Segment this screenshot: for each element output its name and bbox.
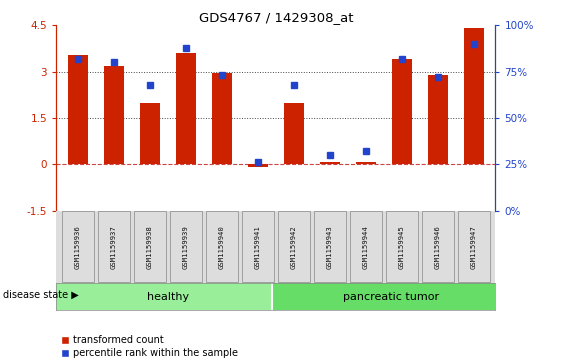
- Bar: [62, 211, 94, 282]
- Bar: [140, 102, 160, 164]
- Bar: [169, 211, 202, 282]
- Bar: [428, 75, 448, 164]
- Bar: [320, 162, 339, 164]
- Text: GSM1159944: GSM1159944: [363, 225, 369, 269]
- Bar: [392, 59, 412, 164]
- Bar: [458, 211, 490, 282]
- Bar: [356, 162, 376, 164]
- Bar: [242, 211, 274, 282]
- Text: GSM1159940: GSM1159940: [219, 225, 225, 269]
- Bar: [56, 283, 272, 310]
- Title: GDS4767 / 1429308_at: GDS4767 / 1429308_at: [199, 11, 353, 24]
- Legend: transformed count, percentile rank within the sample: transformed count, percentile rank withi…: [61, 335, 238, 358]
- Bar: [386, 211, 418, 282]
- Bar: [248, 164, 268, 167]
- Text: healthy: healthy: [147, 292, 189, 302]
- Bar: [133, 211, 166, 282]
- Bar: [422, 211, 454, 282]
- Bar: [464, 28, 484, 164]
- Text: GSM1159936: GSM1159936: [75, 225, 81, 269]
- Bar: [314, 211, 346, 282]
- Bar: [68, 55, 88, 164]
- Text: GSM1159939: GSM1159939: [183, 225, 189, 269]
- Bar: [205, 211, 238, 282]
- Bar: [284, 102, 304, 164]
- Text: GSM1159946: GSM1159946: [435, 225, 441, 269]
- Text: GSM1159937: GSM1159937: [111, 225, 117, 269]
- Text: GSM1159943: GSM1159943: [327, 225, 333, 269]
- Bar: [212, 73, 232, 164]
- Bar: [272, 283, 495, 310]
- Text: GSM1159938: GSM1159938: [147, 225, 153, 269]
- Bar: [98, 211, 130, 282]
- Bar: [350, 211, 382, 282]
- Text: GSM1159945: GSM1159945: [399, 225, 405, 269]
- Bar: [104, 65, 124, 164]
- Text: pancreatic tumor: pancreatic tumor: [343, 292, 439, 302]
- Text: disease state ▶: disease state ▶: [3, 290, 79, 300]
- Text: GSM1159941: GSM1159941: [255, 225, 261, 269]
- Bar: [278, 211, 310, 282]
- Text: GSM1159947: GSM1159947: [471, 225, 477, 269]
- Text: GSM1159942: GSM1159942: [291, 225, 297, 269]
- Bar: [176, 53, 196, 164]
